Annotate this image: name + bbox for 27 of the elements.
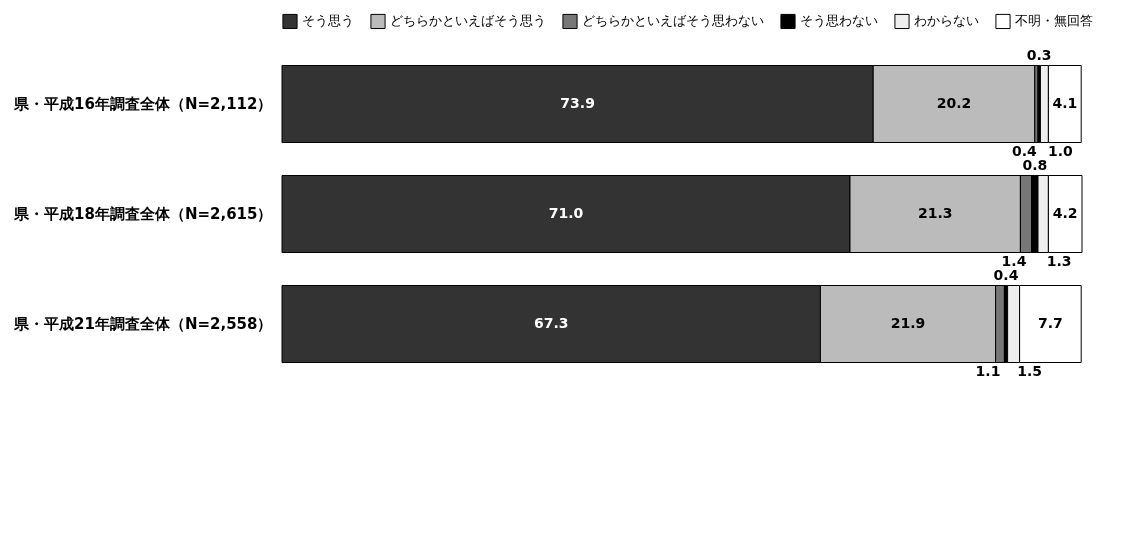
legend-label: 不明・無回答 [1015,13,1093,29]
data-label: 7.7 [1037,315,1063,331]
data-label: 20.2 [936,95,972,111]
data-label: 4.1 [1052,95,1078,111]
data-label: 21.3 [917,205,953,221]
legend-label: どちらかといえばそう思わない [582,13,764,29]
data-label: 1.1 [975,363,1001,379]
legend-label: そう思う [302,13,354,29]
legend-label: わからない [914,13,979,29]
y-tick-label: 県・平成18年調査全体（N=2,615） [13,205,273,223]
data-label: 67.3 [533,315,569,331]
data-label: 73.9 [560,95,595,111]
legend-label: どちらかといえばそう思う [390,13,546,29]
data-label: 0.4 [1011,143,1038,159]
data-label: 71.0 [548,205,584,221]
data-label: 0.4 [993,267,1019,283]
data-label: 4.2 [1052,205,1078,221]
data-label: 0.3 [1026,47,1052,63]
legend-label: そう思わない [800,13,878,29]
data-label: 21.9 [890,315,926,331]
y-tick-label: 県・平成16年調査全体（N=2,112） [13,95,273,113]
data-label: 0.8 [1022,157,1048,173]
data-label: 1.5 [1017,363,1043,379]
data-label: 1.0 [1047,143,1074,159]
data-label: 1.4 [1001,253,1027,269]
y-tick-label: 県・平成21年調査全体（N=2,558） [13,315,273,333]
data-label: 1.3 [1046,253,1072,269]
